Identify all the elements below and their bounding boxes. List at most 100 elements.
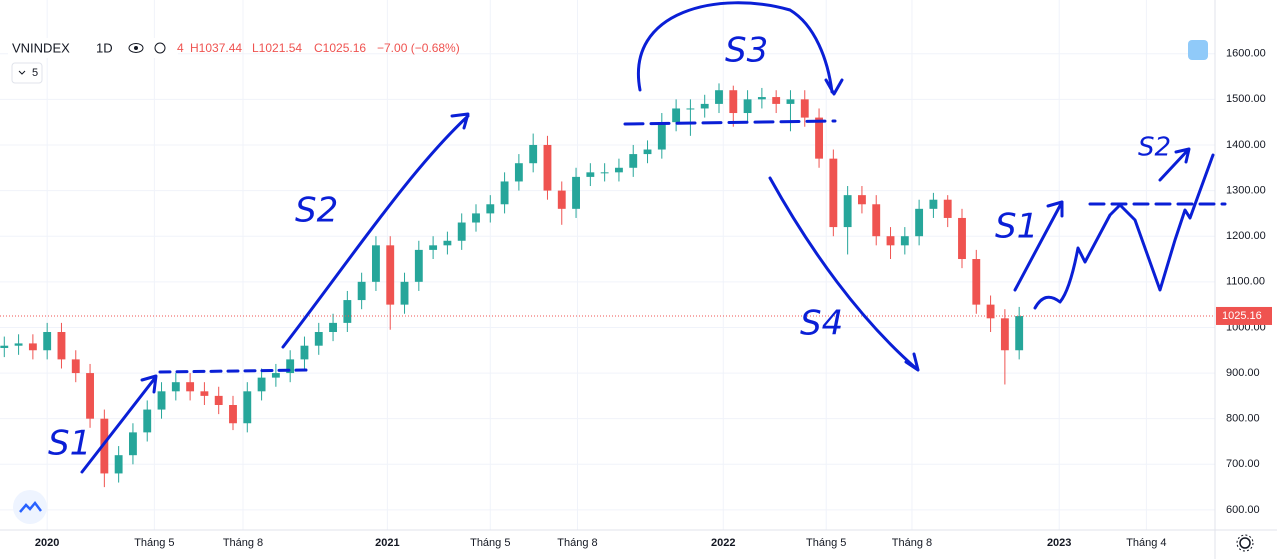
legend-box xyxy=(8,38,178,58)
time-settings[interactable] xyxy=(1236,534,1254,552)
candle-body xyxy=(71,359,80,374)
legend-close: C1025.16 xyxy=(314,41,366,55)
candle-body xyxy=(829,158,838,228)
indicator-count: 5 xyxy=(32,67,38,79)
candle-body xyxy=(786,99,795,104)
arrow xyxy=(768,176,920,372)
candle-body xyxy=(143,409,152,433)
candle-body xyxy=(214,395,223,405)
logo xyxy=(13,490,47,524)
candle-body xyxy=(243,391,252,424)
candle-body xyxy=(800,99,809,118)
candle-body xyxy=(186,382,195,392)
candle-body xyxy=(500,181,509,205)
candle-body xyxy=(686,108,695,110)
candle-body xyxy=(672,108,681,123)
drawings: S1 S2 S3 S4 S1 S2 xyxy=(48,1,1227,474)
candle-body xyxy=(457,222,466,241)
candle-body xyxy=(414,249,423,282)
annotation: S4 xyxy=(800,304,843,344)
y-tick-label: 700.00 xyxy=(1226,458,1260,470)
candle-body xyxy=(343,300,352,323)
candle-body xyxy=(486,204,495,214)
candle-body xyxy=(429,245,438,250)
candle-body xyxy=(514,163,523,182)
x-tick-label: 2021 xyxy=(375,537,399,549)
x-tick-label: 2020 xyxy=(35,537,59,549)
candle-body xyxy=(100,418,109,474)
legend-open: 4 xyxy=(177,41,184,55)
y-tick-label: 1400.00 xyxy=(1226,139,1266,151)
annotation: S1 xyxy=(995,207,1038,247)
x-tick-label: 2022 xyxy=(711,537,735,549)
last-price-box xyxy=(1216,306,1272,325)
candle-body xyxy=(286,359,295,374)
candle-body xyxy=(1015,316,1024,351)
path-drawing xyxy=(1033,153,1215,310)
x-tick-label: Tháng 8 xyxy=(557,537,597,549)
last-price-label: 1025.16 xyxy=(1222,310,1262,322)
candle-body xyxy=(28,343,37,351)
candle-body xyxy=(157,391,166,410)
candle-body xyxy=(872,204,881,237)
candle-body xyxy=(586,172,595,177)
settings-icon[interactable] xyxy=(154,42,166,54)
candle-body xyxy=(600,172,609,174)
candle-body xyxy=(171,382,180,392)
x-tick-label: Tháng 4 xyxy=(1126,537,1166,549)
candle-body xyxy=(372,245,380,282)
visibility-icon[interactable] xyxy=(128,43,144,53)
candle-body xyxy=(743,99,752,114)
candle-body xyxy=(400,281,409,305)
dashed-line xyxy=(158,368,312,374)
candle-body xyxy=(271,373,280,378)
candle-body xyxy=(629,154,638,168)
candle-body xyxy=(329,322,337,333)
candle-body xyxy=(129,432,137,456)
annotation: S2 xyxy=(295,191,338,231)
candle-body xyxy=(57,332,66,360)
candle-body xyxy=(386,245,395,305)
candle-body xyxy=(0,345,9,348)
y-tick-label: 1500.00 xyxy=(1226,93,1266,105)
y-tick-label: 900.00 xyxy=(1226,367,1260,379)
candle-body xyxy=(557,190,566,209)
candle-body xyxy=(200,391,209,396)
legend-high: H1037.44 xyxy=(190,41,242,55)
y-tick-label: 1100.00 xyxy=(1226,276,1265,288)
x-tick-label: Tháng 8 xyxy=(892,537,932,549)
candle-body xyxy=(43,332,52,351)
chevron xyxy=(18,70,26,75)
interval: 1D xyxy=(96,40,113,55)
candle-body xyxy=(657,122,666,150)
scale-button[interactable] xyxy=(1188,40,1208,60)
candle-body xyxy=(843,195,852,228)
candles xyxy=(0,83,1215,488)
candle-body xyxy=(257,377,266,392)
x-tick-label: Tháng 5 xyxy=(134,537,174,549)
y-tick-label: 1600.00 xyxy=(1226,48,1266,60)
candle-body xyxy=(86,373,94,419)
arrow xyxy=(1158,147,1191,182)
candle-body xyxy=(443,240,452,246)
axes: 600.00700.00800.00900.001000.001100.0012… xyxy=(35,48,1272,549)
candle-body xyxy=(314,332,323,346)
candle-body xyxy=(715,90,723,104)
candle-body xyxy=(300,345,309,360)
candle-body xyxy=(357,281,366,301)
y-tick-label: 800.00 xyxy=(1226,413,1260,425)
x-tick-label: Tháng 8 xyxy=(223,537,263,549)
indicator-toggle[interactable] xyxy=(11,62,43,84)
dashed-line xyxy=(623,119,837,126)
legend-low: L1021.54 xyxy=(252,41,302,55)
candle-body xyxy=(729,90,738,114)
annotation: S2 xyxy=(1138,133,1171,163)
candle-body xyxy=(229,405,237,424)
candle-body xyxy=(943,199,952,218)
candle-body xyxy=(1000,318,1009,351)
annotation: S1 xyxy=(48,424,91,464)
arrow xyxy=(80,374,158,474)
symbol: VNINDEX xyxy=(12,40,70,55)
candle-body xyxy=(900,236,909,246)
